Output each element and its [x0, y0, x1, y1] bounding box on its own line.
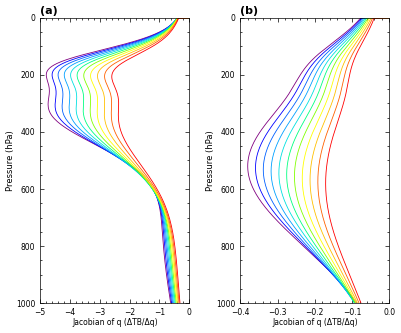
Y-axis label: Pressure (hPa): Pressure (hPa): [206, 130, 215, 191]
X-axis label: Jacobian of q (ΔTB/Δq): Jacobian of q (ΔTB/Δq): [72, 318, 158, 327]
Y-axis label: Pressure (hPa): Pressure (hPa): [6, 130, 14, 191]
X-axis label: Jacobian of q (ΔTB/Δq): Jacobian of q (ΔTB/Δq): [272, 318, 358, 327]
Text: (a): (a): [40, 6, 58, 16]
Text: (b): (b): [240, 6, 258, 16]
